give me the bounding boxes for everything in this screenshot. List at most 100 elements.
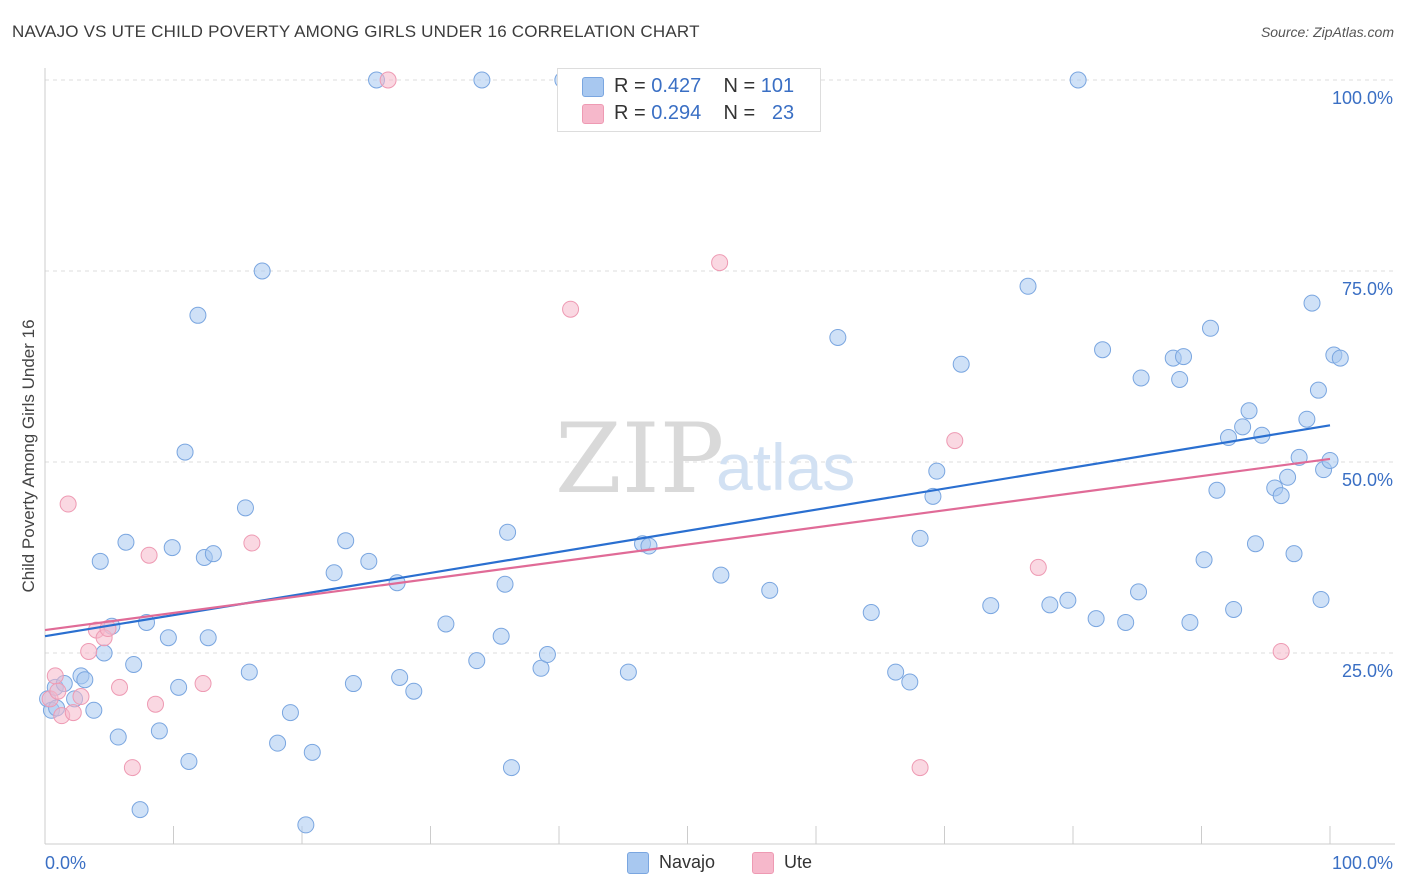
ute-legend-swatch-icon bbox=[752, 852, 774, 874]
navajo-point bbox=[928, 462, 946, 480]
navajo-point bbox=[473, 71, 491, 89]
navajo-point bbox=[1208, 481, 1226, 499]
navajo-point bbox=[1279, 468, 1297, 486]
ute-point bbox=[194, 675, 212, 693]
navajo-point bbox=[204, 545, 222, 563]
navajo-point bbox=[150, 722, 168, 740]
navajo-point bbox=[887, 663, 905, 681]
tick-labels: 25.0% 50.0% 75.0% 100.0% 0.0% 100.0% Child Pov… bbox=[19, 88, 1393, 873]
y-axis-title: Child Poverty Among Girls Under 16 bbox=[19, 319, 38, 592]
data-points bbox=[39, 71, 1349, 834]
y-tick-label: 25.0% bbox=[1342, 661, 1393, 681]
ute-point bbox=[911, 759, 929, 777]
legend-label-ute: Ute bbox=[784, 852, 813, 872]
navajo-point bbox=[712, 566, 730, 584]
navajo-point bbox=[297, 816, 315, 834]
navajo-point bbox=[405, 682, 423, 700]
navajo-point bbox=[199, 629, 217, 647]
navajo-point bbox=[1240, 402, 1258, 420]
navajo-point bbox=[303, 743, 321, 761]
source-credit: Source: ZipAtlas.com bbox=[1260, 24, 1394, 40]
navajo-point bbox=[1303, 294, 1321, 312]
navajo-point bbox=[1087, 610, 1105, 628]
navajo-point bbox=[924, 487, 942, 505]
navajo-point bbox=[337, 532, 355, 550]
navajo-point bbox=[1117, 613, 1135, 631]
x-tick-label: 0.0% bbox=[45, 853, 86, 873]
correlation-stats-box: R = 0.427 N = 101 R = 0.294 N = 23 bbox=[557, 68, 821, 132]
legend-label-navajo: Navajo bbox=[659, 852, 716, 872]
navajo-point bbox=[1225, 600, 1243, 618]
navajo-point bbox=[1312, 591, 1330, 609]
ute-point bbox=[147, 695, 165, 713]
navajo-n-label: N = bbox=[723, 75, 756, 97]
navajo-point bbox=[1041, 596, 1059, 614]
navajo-point bbox=[911, 529, 929, 547]
y-tick-label: 75.0% bbox=[1342, 279, 1393, 299]
navajo-point bbox=[1132, 369, 1150, 387]
navajo-point bbox=[538, 646, 556, 664]
navajo-point bbox=[95, 644, 113, 662]
ute-r-label: R = bbox=[614, 102, 646, 124]
ute-n-value: 23 bbox=[771, 102, 795, 124]
navajo-point bbox=[159, 629, 177, 647]
navajo-point bbox=[1069, 71, 1087, 89]
navajo-point bbox=[1285, 545, 1303, 563]
navajo-point bbox=[91, 552, 109, 570]
navajo-point bbox=[761, 581, 779, 599]
navajo-legend-swatch-icon bbox=[627, 852, 649, 874]
navajo-point bbox=[76, 671, 94, 689]
navajo-point bbox=[325, 564, 343, 582]
navajo-point bbox=[1195, 551, 1213, 569]
ute-point bbox=[80, 642, 98, 660]
navajo-point bbox=[952, 355, 970, 373]
navajo-r-label: R = bbox=[614, 75, 646, 97]
navajo-point bbox=[344, 675, 362, 693]
ute-point bbox=[111, 678, 129, 696]
navajo-point bbox=[240, 663, 258, 681]
navajo-point bbox=[1246, 535, 1264, 553]
y-tick-label: 50.0% bbox=[1342, 470, 1393, 490]
ute-point bbox=[562, 300, 580, 318]
navajo-point bbox=[1234, 418, 1252, 436]
navajo-point bbox=[131, 801, 149, 819]
trend-lines bbox=[44, 424, 1331, 638]
navajo-point bbox=[391, 668, 409, 686]
ute-point bbox=[46, 667, 64, 685]
navajo-point bbox=[109, 728, 127, 746]
y-tick-label: 100.0% bbox=[1332, 88, 1393, 108]
navajo-point bbox=[829, 328, 847, 346]
navajo-point bbox=[901, 673, 919, 691]
ute-point bbox=[711, 254, 729, 272]
navajo-point bbox=[236, 499, 254, 517]
navajo-point bbox=[1181, 613, 1199, 631]
navajo-point bbox=[1019, 277, 1037, 295]
ute-point bbox=[379, 71, 397, 89]
ute-point bbox=[946, 432, 964, 450]
navajo-point bbox=[163, 539, 181, 557]
navajo-point bbox=[1059, 591, 1077, 609]
navajo-point bbox=[640, 537, 658, 555]
navajo-swatch-icon bbox=[582, 77, 604, 97]
navajo-point bbox=[170, 678, 188, 696]
ute-point bbox=[140, 546, 158, 564]
navajo-point bbox=[492, 627, 510, 645]
navajo-point bbox=[468, 652, 486, 670]
navajo-point bbox=[189, 306, 207, 324]
navajo-point bbox=[532, 659, 550, 677]
navajo-point bbox=[1272, 487, 1290, 505]
ute-n-label: N = bbox=[723, 102, 756, 124]
watermark-zip: ZIP bbox=[555, 403, 724, 515]
navajo-point bbox=[1201, 319, 1219, 337]
navajo-point bbox=[125, 655, 143, 673]
ute-point bbox=[123, 759, 141, 777]
ute-point bbox=[72, 688, 90, 706]
ute-point bbox=[1272, 642, 1290, 660]
navajo-point bbox=[176, 443, 194, 461]
navajo-point bbox=[496, 575, 514, 593]
navajo-point bbox=[1094, 341, 1112, 359]
navajo-point bbox=[360, 552, 378, 570]
ute-r-value: 0.294 bbox=[651, 102, 702, 124]
